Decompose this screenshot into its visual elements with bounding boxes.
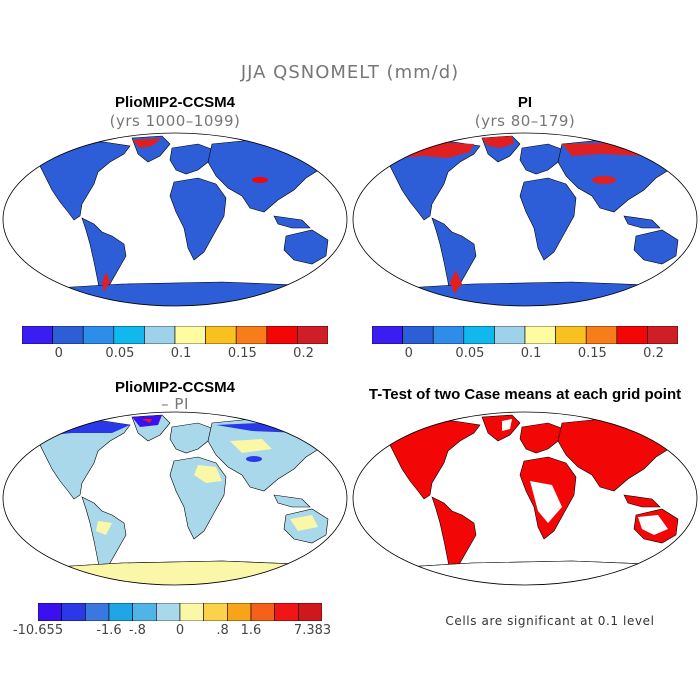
colorbar-tick-label: 0.1	[170, 346, 192, 361]
colorbar-swatch	[203, 603, 228, 621]
map-pi-snowmelt	[352, 132, 698, 307]
colorbar-tick-label: 0.05	[455, 346, 485, 361]
colorbar-tick-label: 0.1	[520, 346, 542, 361]
colorbar-swatch	[205, 326, 237, 344]
colorbar-swatch	[524, 326, 556, 344]
colorbar-swatch	[156, 603, 181, 621]
colorbar-swatch	[297, 326, 328, 344]
panel-subtitle-pi: (yrs 80–179)	[474, 112, 576, 130]
significance-note: Cells are significant at 0.1 level	[445, 614, 655, 628]
colorbar-swatch	[38, 603, 62, 621]
colorbar-tick-label: 7.383	[293, 623, 332, 638]
panel-title-pi: PI	[517, 94, 533, 111]
panel-subtitle-pliomip2: (yrs 1000–1099)	[109, 112, 241, 130]
colorbar-swatch	[82, 326, 115, 344]
colorbar-pi	[372, 326, 678, 344]
colorbar-swatch	[585, 326, 618, 344]
colorbar-pi-labels: 0 0.05 0.1 0.15 0.2	[372, 346, 678, 364]
colorbar-swatch	[22, 326, 53, 344]
colorbar-difference	[38, 603, 322, 621]
colorbar-pliomip2	[22, 326, 328, 344]
colorbar-tick-label: -.8	[128, 623, 146, 638]
colorbar-difference-labels: -10.655 -1.6 -.8 0 .8 1.6 7.383	[13, 623, 331, 641]
colorbar-swatch	[144, 326, 176, 344]
colorbar-swatch	[227, 603, 252, 621]
colorbar-swatch	[108, 603, 133, 621]
colorbar-swatch	[463, 326, 495, 344]
colorbar-tick-label: 0.2	[643, 346, 664, 361]
panel-title-difference: PlioMIP2-CCSM4	[114, 379, 235, 396]
colorbar-tick-label: 0	[175, 623, 185, 638]
colorbar-tick-label: 0	[54, 346, 63, 361]
map-ttest-significance	[352, 411, 698, 586]
colorbar-swatch	[402, 326, 434, 344]
panel-title-pliomip2: PlioMIP2-CCSM4	[114, 94, 235, 111]
colorbar-tick-label: 1.6	[240, 623, 262, 638]
colorbar-swatch	[432, 326, 465, 344]
colorbar-swatch	[494, 326, 526, 344]
colorbar-swatch	[179, 603, 204, 621]
figure-title: JJA QSNOMELT (mm/d)	[240, 62, 460, 83]
colorbar-swatch	[266, 326, 298, 344]
map-pliomip2-snowmelt	[2, 132, 348, 307]
colorbar-tick-label: 0	[404, 346, 413, 361]
colorbar-swatch	[113, 326, 145, 344]
colorbar-tick-label: -10.655	[12, 623, 64, 638]
colorbar-tick-label: .8	[216, 623, 229, 638]
colorbar-tick-label: 0.15	[227, 346, 257, 361]
panel-title-ttest: T-Test of two Case means at each grid po…	[368, 386, 682, 403]
colorbar-swatch	[372, 326, 403, 344]
colorbar-swatch	[250, 603, 275, 621]
colorbar-swatch	[274, 603, 299, 621]
colorbar-swatch	[52, 326, 84, 344]
colorbar-tick-label: 0.2	[293, 346, 314, 361]
colorbar-pliomip2-labels: 0 0.05 0.1 0.15 0.2	[22, 346, 328, 364]
panel-subtitle-difference: – PI	[161, 395, 189, 413]
colorbar-swatch	[235, 326, 268, 344]
colorbar-tick-label: 0.05	[105, 346, 135, 361]
colorbar-swatch	[174, 326, 206, 344]
colorbar-tick-label: 0.15	[577, 346, 607, 361]
colorbar-swatch	[61, 603, 86, 621]
colorbar-swatch	[298, 603, 322, 621]
colorbar-swatch	[647, 326, 678, 344]
map-difference	[2, 411, 348, 586]
colorbar-swatch	[555, 326, 587, 344]
colorbar-swatch	[85, 603, 110, 621]
colorbar-swatch	[132, 603, 157, 621]
colorbar-tick-label: -1.6	[96, 623, 122, 638]
colorbar-swatch	[616, 326, 648, 344]
